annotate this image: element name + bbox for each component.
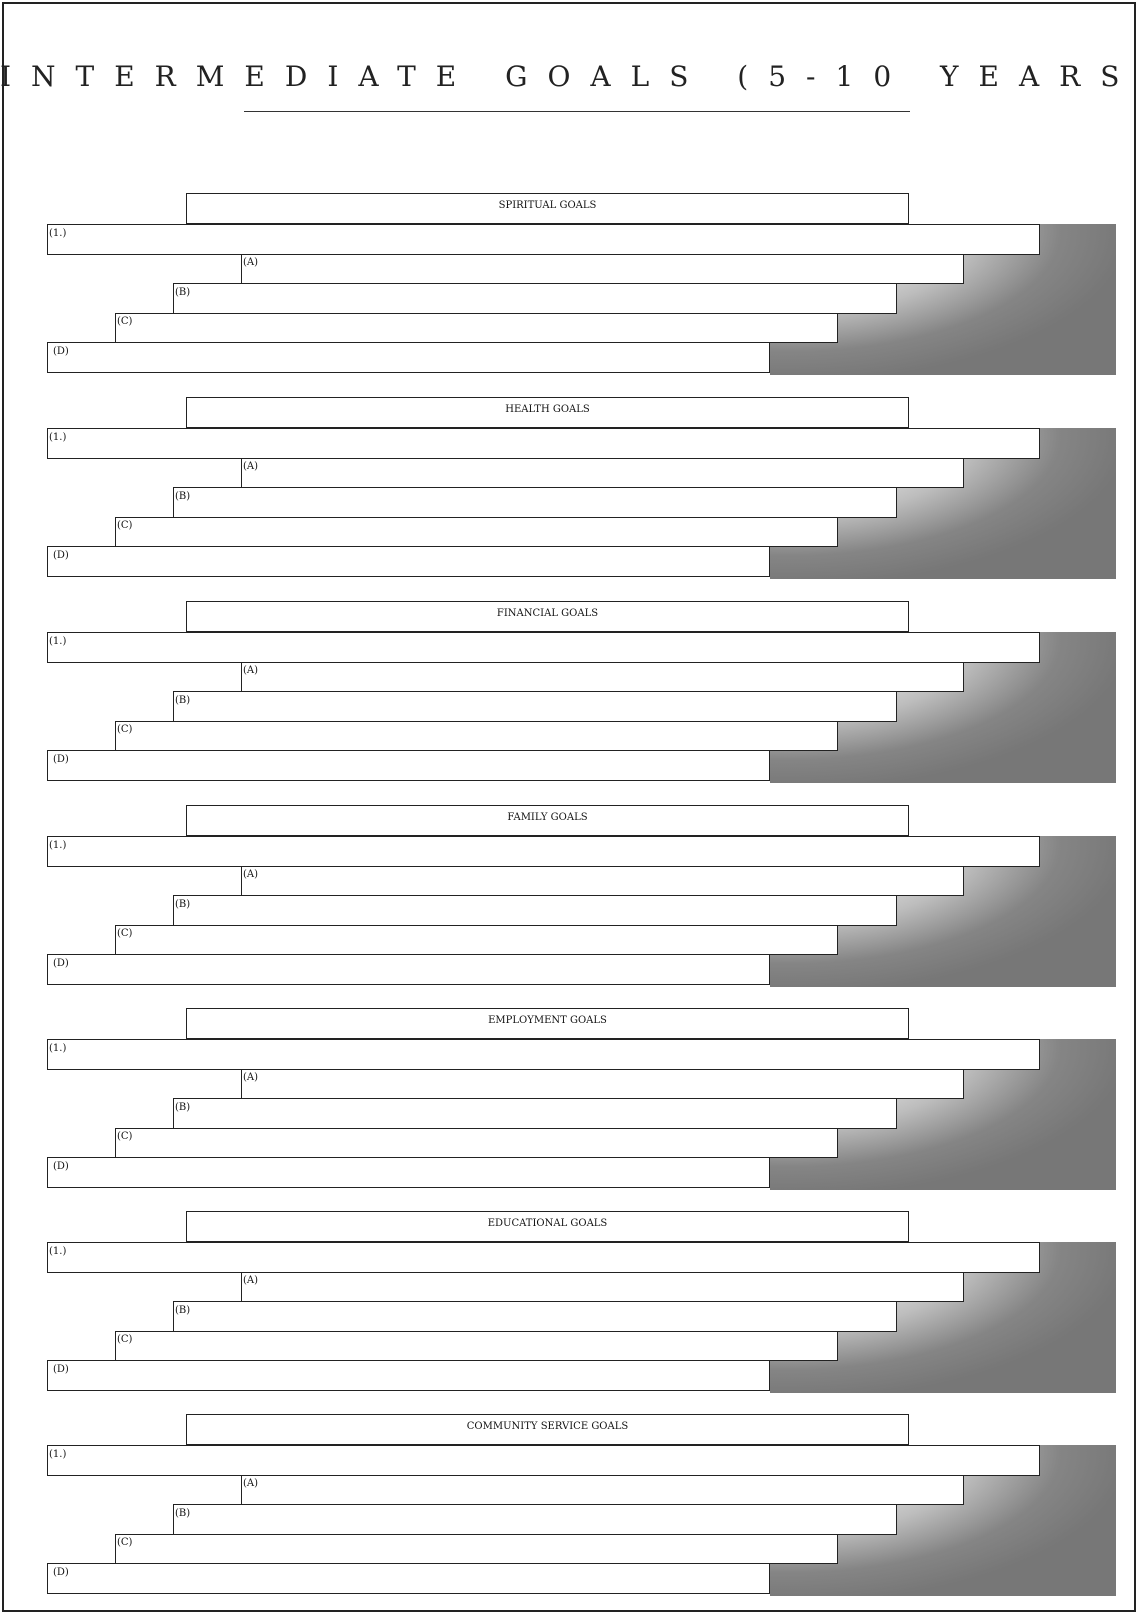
goal-label-a: (A): [243, 869, 259, 880]
goal-label-d: (D): [53, 1364, 69, 1375]
goal-label-b: (B): [175, 1102, 191, 1113]
section-title: SPIRITUAL GOALS: [498, 200, 597, 211]
goal-label-c: (C): [117, 1131, 133, 1142]
goal-field-d[interactable]: [47, 954, 770, 985]
goal-field-b[interactable]: [173, 691, 897, 722]
goal-label-1: (1.): [49, 1246, 67, 1257]
goal-label-d: (D): [53, 958, 69, 969]
section-title: EMPLOYMENT GOALS: [488, 1015, 607, 1026]
section-header-bar: [186, 193, 909, 224]
goal-label-b: (B): [175, 491, 191, 502]
goal-label-b: (B): [175, 287, 191, 298]
goal-label-c: (C): [117, 316, 133, 327]
goal-field-b[interactable]: [173, 283, 897, 314]
goal-field-d[interactable]: [47, 750, 770, 781]
goal-label-c: (C): [117, 928, 133, 939]
goal-field-1[interactable]: [47, 1242, 1040, 1273]
goal-label-a: (A): [243, 665, 259, 676]
goal-field-b[interactable]: [173, 1098, 897, 1129]
goal-field-d[interactable]: [47, 1563, 770, 1594]
goal-field-a[interactable]: [241, 1272, 964, 1302]
goal-section-community-service: COMMUNITY SERVICE GOALS (1.) (A) (B) (C)…: [0, 1414, 1140, 1596]
section-header-bar: [186, 805, 909, 836]
goal-field-c[interactable]: [115, 517, 838, 547]
goal-label-b: (B): [175, 899, 191, 910]
section-title: EDUCATIONAL GOALS: [487, 1218, 608, 1229]
goal-field-a[interactable]: [241, 1475, 964, 1505]
goal-field-a[interactable]: [241, 1069, 964, 1099]
goal-label-d: (D): [53, 550, 69, 561]
goal-field-b[interactable]: [173, 1301, 897, 1332]
goal-field-1[interactable]: [47, 632, 1040, 663]
title-underline: [244, 111, 910, 112]
goal-label-c: (C): [117, 1537, 133, 1548]
goal-field-a[interactable]: [241, 254, 964, 284]
goal-field-a[interactable]: [241, 458, 964, 488]
section-title: FINANCIAL GOALS: [496, 608, 599, 619]
goal-label-c: (C): [117, 724, 133, 735]
goal-field-a[interactable]: [241, 662, 964, 692]
section-title: HEALTH GOALS: [505, 404, 590, 415]
goal-label-a: (A): [243, 461, 259, 472]
goal-label-a: (A): [243, 1072, 259, 1083]
goal-section-financial: FINANCIAL GOALS (1.) (A) (B) (C) (D): [0, 601, 1140, 783]
goal-label-b: (B): [175, 695, 191, 706]
section-header-bar: [186, 397, 909, 428]
goal-field-c[interactable]: [115, 925, 838, 955]
goal-label-d: (D): [53, 1567, 69, 1578]
goal-field-c[interactable]: [115, 1128, 838, 1158]
goal-label-c: (C): [117, 520, 133, 531]
goal-section-health: HEALTH GOALS (1.) (A) (B) (C) (D): [0, 397, 1140, 579]
section-header-bar: [186, 1414, 909, 1445]
goal-field-1[interactable]: [47, 1039, 1040, 1070]
goal-field-c[interactable]: [115, 1331, 838, 1361]
goal-field-d[interactable]: [47, 1360, 770, 1391]
goal-label-1: (1.): [49, 1449, 67, 1460]
section-title: FAMILY GOALS: [507, 812, 588, 823]
goal-section-educational: EDUCATIONAL GOALS (1.) (A) (B) (C) (D): [0, 1211, 1140, 1393]
goal-label-1: (1.): [49, 228, 67, 239]
goal-label-a: (A): [243, 257, 259, 268]
section-header-bar: [186, 601, 909, 632]
section-header-bar: [186, 1008, 909, 1039]
goal-label-d: (D): [53, 1161, 69, 1172]
goal-label-1: (1.): [49, 840, 67, 851]
goal-field-d[interactable]: [47, 1157, 770, 1188]
goal-field-1[interactable]: [47, 428, 1040, 459]
goal-label-1: (1.): [49, 636, 67, 647]
section-title: COMMUNITY SERVICE GOALS: [466, 1421, 629, 1432]
goal-field-b[interactable]: [173, 487, 897, 518]
goal-field-d[interactable]: [47, 546, 770, 577]
goal-field-c[interactable]: [115, 721, 838, 751]
goal-field-a[interactable]: [241, 866, 964, 896]
goal-field-1[interactable]: [47, 836, 1040, 867]
goal-label-d: (D): [53, 754, 69, 765]
goal-field-b[interactable]: [173, 1504, 897, 1535]
goal-section-employment: EMPLOYMENT GOALS (1.) (A) (B) (C) (D): [0, 1008, 1140, 1190]
goal-field-1[interactable]: [47, 1445, 1040, 1476]
goal-field-c[interactable]: [115, 1534, 838, 1564]
goal-label-1: (1.): [49, 432, 67, 443]
goal-field-c[interactable]: [115, 313, 838, 343]
goal-section-family: FAMILY GOALS (1.) (A) (B) (C) (D): [0, 805, 1140, 987]
goal-label-a: (A): [243, 1478, 259, 1489]
goal-field-1[interactable]: [47, 224, 1040, 255]
goal-field-b[interactable]: [173, 895, 897, 926]
goal-label-b: (B): [175, 1305, 191, 1316]
goal-label-1: (1.): [49, 1043, 67, 1054]
goal-section-spiritual: SPIRITUAL GOALS (1.) (A) (B) (C) (D): [0, 193, 1140, 375]
goal-label-c: (C): [117, 1334, 133, 1345]
goal-field-d[interactable]: [47, 342, 770, 373]
page-title: INTERMEDIATE GOALS (5-10 YEARS): [0, 60, 1140, 93]
section-header-bar: [186, 1211, 909, 1242]
goal-label-d: (D): [53, 346, 69, 357]
goal-label-b: (B): [175, 1508, 191, 1519]
goal-label-a: (A): [243, 1275, 259, 1286]
